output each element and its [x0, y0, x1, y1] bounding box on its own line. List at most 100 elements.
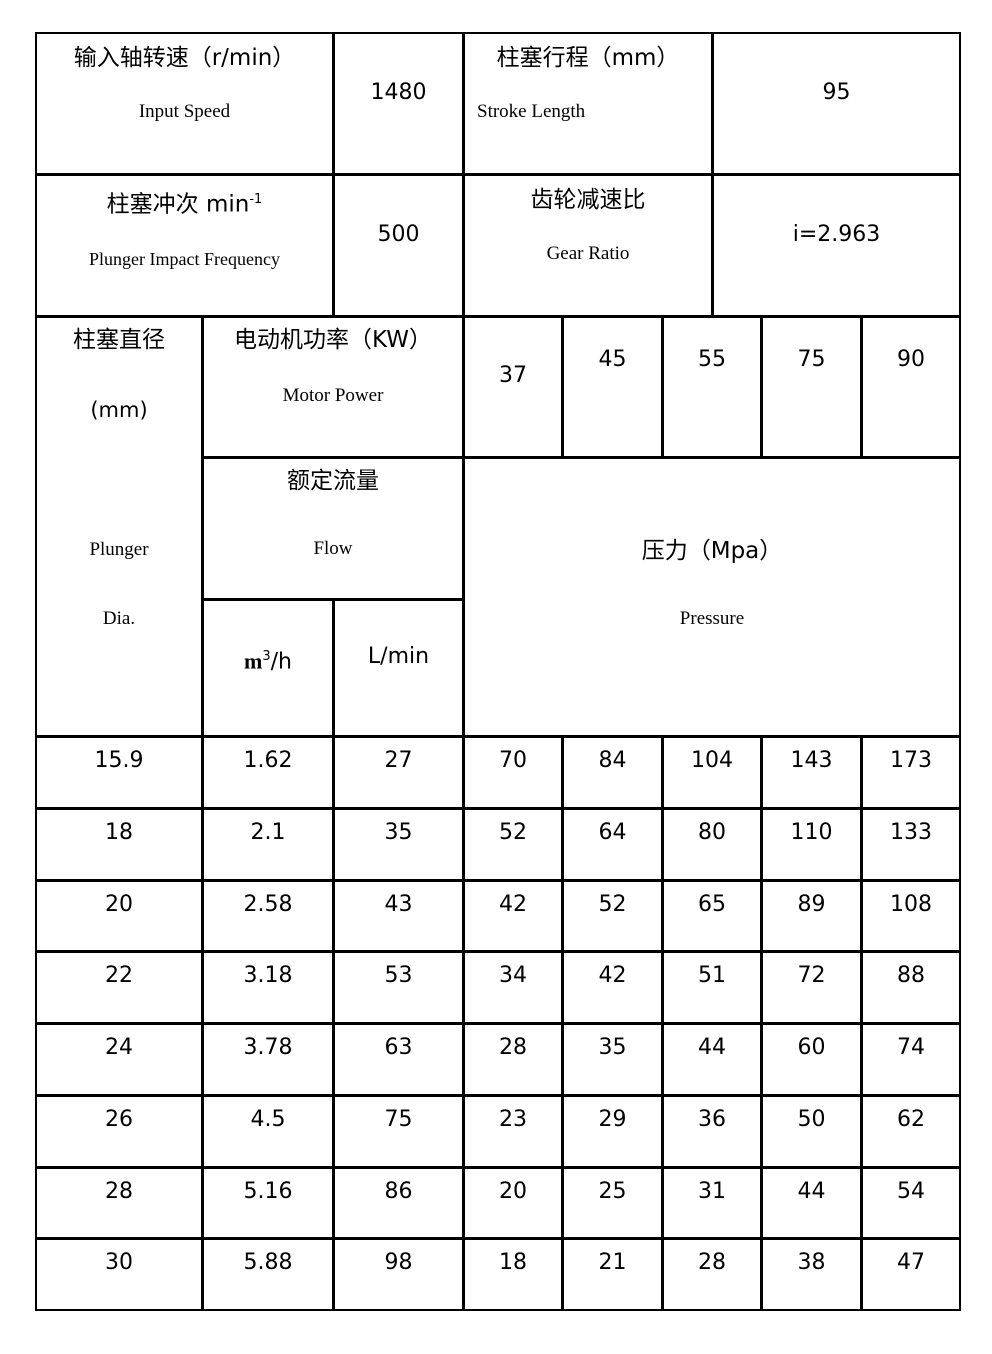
pressure-value: 44 [797, 1179, 826, 1204]
table-cell: 44 [761, 1167, 862, 1239]
table-cell: 88 [861, 951, 961, 1024]
table-cell: 143 [761, 736, 862, 809]
table-cell: 108 [861, 880, 961, 952]
table-cell: 2.58 [202, 880, 334, 952]
plunger-frequency-zh-text: 柱塞冲次 min [106, 191, 250, 218]
table-cell: 5.16 [202, 1167, 334, 1239]
flow-value: 1.62 [243, 748, 293, 773]
plunger-dia-unit: (mm) [90, 398, 148, 422]
table-cell: 21 [562, 1238, 663, 1311]
pressure-value: 54 [897, 1179, 925, 1204]
plunger-dia-value: 30 [105, 1250, 133, 1275]
motor-power-value: 75 [797, 347, 826, 372]
motor-power-header-cell: 电动机功率（KW） Motor Power [202, 316, 464, 458]
motor-power-45kw-cell: 45 [562, 316, 663, 458]
table-cell: 22 [35, 951, 203, 1024]
table-cell: 28 [662, 1238, 762, 1311]
plunger-frequency-label-cell: 柱塞冲次 min-1 Plunger Impact Frequency [35, 174, 334, 317]
table-cell: 86 [333, 1167, 464, 1239]
table-cell: 3.78 [202, 1023, 334, 1096]
table-cell: 89 [761, 880, 862, 952]
table-cell: 54 [861, 1167, 961, 1239]
table-cell: 3.18 [202, 951, 334, 1024]
flow-unit-lmin-cell: L/min [333, 599, 464, 737]
plunger-frequency-value: 500 [377, 222, 420, 247]
stroke-length-label-zh: 柱塞行程（mm） [496, 45, 680, 71]
table-cell: 38 [761, 1238, 862, 1311]
table-cell: 84 [562, 736, 663, 809]
pressure-value: 72 [797, 963, 826, 988]
table-cell: 35 [562, 1023, 663, 1096]
plunger-dia-value: 28 [105, 1179, 133, 1204]
table-cell: 80 [662, 808, 762, 881]
flow-header-cell: 额定流量 Flow [202, 457, 464, 600]
motor-power-value: 37 [499, 363, 527, 388]
pressure-value: 62 [897, 1107, 925, 1132]
plunger-dia-label-en1: Plunger [89, 539, 149, 560]
plunger-frequency-label-en: Plunger Impact Frequency [89, 248, 280, 269]
pressure-value: 80 [698, 820, 726, 845]
flow-value: 27 [384, 748, 413, 773]
plunger-dia-header-cell: 柱塞直径 (mm) Plunger Dia. [35, 316, 203, 737]
pressure-value: 25 [598, 1179, 627, 1204]
table-cell: 2.1 [202, 808, 334, 881]
gear-ratio-label-cell: 齿轮减速比 Gear Ratio [463, 174, 713, 317]
table-cell: 42 [562, 951, 663, 1024]
table-cell: 26 [35, 1095, 203, 1168]
table-cell: 104 [662, 736, 762, 809]
stroke-length-value-cell: 95 [712, 32, 961, 175]
motor-power-label-zh: 电动机功率（KW） [233, 327, 432, 353]
motor-power-label-en: Motor Power [282, 385, 384, 406]
table-cell: 27 [333, 736, 464, 809]
pressure-value: 31 [698, 1179, 726, 1204]
table-cell: 51 [662, 951, 762, 1024]
flow-value: 2.58 [243, 892, 293, 917]
table-cell: 24 [35, 1023, 203, 1096]
table-cell: 29 [562, 1095, 663, 1168]
plunger-dia-value: 20 [105, 892, 133, 917]
table-cell: 23 [463, 1095, 563, 1168]
table-cell: 15.9 [35, 736, 203, 809]
table-cell: 110 [761, 808, 862, 881]
pressure-value: 35 [598, 1035, 627, 1060]
pressure-value: 34 [499, 963, 527, 988]
pressure-label-en: Pressure [679, 608, 745, 629]
pressure-value: 50 [797, 1107, 826, 1132]
motor-power-75kw-cell: 75 [761, 316, 862, 458]
flow-value: 53 [384, 963, 413, 988]
flow-unit-m3h: m3/h [204, 643, 332, 676]
flow-value: 3.78 [243, 1035, 293, 1060]
flow-unit-lmin: L/min [367, 644, 430, 669]
pressure-value: 89 [797, 892, 826, 917]
table-cell: 63 [333, 1023, 464, 1096]
pressure-value: 42 [598, 963, 627, 988]
table-cell: 133 [861, 808, 961, 881]
pressure-value: 36 [698, 1107, 726, 1132]
pressure-value: 28 [698, 1250, 726, 1275]
pressure-value: 64 [598, 820, 627, 845]
flow-unit-m: m [244, 648, 263, 674]
flow-value: 35 [384, 820, 413, 845]
table-cell: 18 [463, 1238, 563, 1311]
pressure-value: 20 [499, 1179, 527, 1204]
table-cell: 64 [562, 808, 663, 881]
pressure-value: 110 [790, 820, 833, 845]
pressure-value: 38 [797, 1250, 826, 1275]
plunger-frequency-label-zh: 柱塞冲次 min-1 [37, 186, 332, 219]
pressure-header-cell: 压力（Mpa） Pressure [463, 457, 961, 737]
pressure-value: 44 [698, 1035, 726, 1060]
pressure-value: 133 [890, 820, 932, 845]
flow-value: 63 [384, 1035, 413, 1060]
plunger-dia-value: 26 [105, 1107, 133, 1132]
plunger-dia-value: 22 [105, 963, 133, 988]
pressure-value: 84 [598, 748, 627, 773]
gear-ratio-label-en: Gear Ratio [546, 243, 630, 264]
plunger-frequency-sup: -1 [249, 192, 263, 207]
gear-ratio-value: i=2.963 [792, 222, 881, 247]
motor-power-37kw-cell: 37 [463, 316, 563, 458]
flow-unit-m3h-cell: m3/h [202, 599, 334, 737]
pressure-value: 18 [499, 1250, 527, 1275]
table-cell: 52 [463, 808, 563, 881]
table-cell: 50 [761, 1095, 862, 1168]
table-cell: 35 [333, 808, 464, 881]
